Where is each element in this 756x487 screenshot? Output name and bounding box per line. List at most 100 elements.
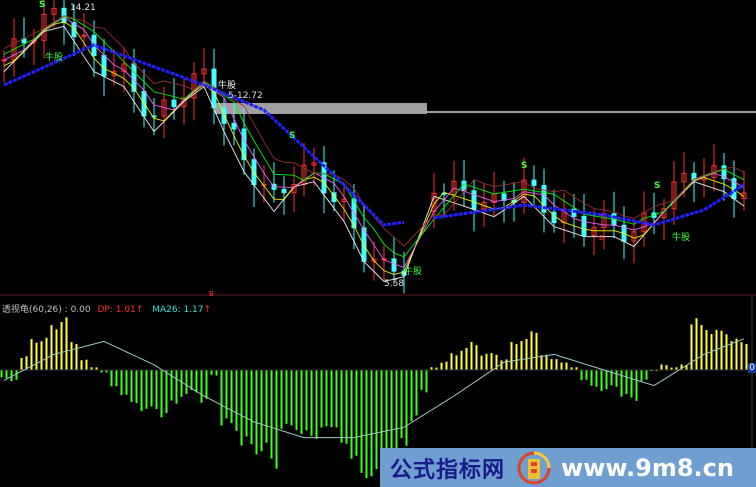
- histogram-bar: [285, 370, 288, 424]
- histogram-bar: [245, 370, 248, 437]
- histogram-bar: [380, 370, 383, 471]
- histogram-bar: [295, 370, 298, 430]
- histogram-bar: [670, 367, 673, 370]
- histogram-bar: [240, 370, 243, 446]
- histogram-bar: [700, 325, 703, 370]
- sell-mark: S: [39, 0, 46, 10]
- histogram-bar: [430, 367, 433, 370]
- buy-mark: B: [599, 234, 604, 242]
- histogram-bar: [695, 318, 698, 370]
- up-arrow-icon: ↑: [135, 305, 144, 315]
- candle-body: [201, 68, 207, 75]
- histogram-bar: [580, 370, 583, 381]
- histogram-bar: [495, 354, 498, 370]
- histogram-bar: [705, 330, 708, 370]
- histogram-bar: [110, 370, 113, 387]
- histogram-bar: [185, 370, 188, 394]
- zero-axis-tick: 0: [748, 363, 756, 373]
- candle-body: [171, 99, 177, 107]
- buy-label: 牛股: [45, 53, 64, 63]
- histogram-bar: [180, 370, 183, 397]
- histogram-bar: [660, 364, 663, 370]
- histogram-bar: [435, 367, 438, 370]
- indicator-name: 透视龟(60,26): [2, 305, 62, 315]
- indicator-header: 透视龟(60,26) : 0.00 DP: 1.01↑ MA26: 1.17↑: [2, 302, 211, 315]
- histogram-bar: [335, 370, 338, 428]
- histogram-bar: [520, 340, 523, 370]
- histogram-bar: [80, 360, 83, 370]
- ma26-line: [3, 338, 745, 439]
- histogram-bar: [230, 370, 233, 424]
- histogram-bar: [685, 365, 688, 370]
- watermark-banner: 公式指标网 www.9m8.cn: [380, 448, 756, 487]
- histogram-bar: [20, 357, 23, 370]
- histogram-bar: [10, 370, 13, 382]
- histogram-bar: [225, 370, 228, 419]
- histogram-bar: [210, 370, 213, 375]
- histogram-bar: [270, 370, 273, 459]
- histogram-bar: [85, 359, 88, 370]
- candle-body: [121, 63, 127, 73]
- candle-body: [471, 190, 477, 210]
- up-arrow-icon: ↑: [203, 305, 212, 315]
- histogram-bar: [640, 370, 643, 381]
- histogram-bar: [340, 370, 343, 443]
- candle-body: [191, 73, 197, 99]
- candle-body: [231, 122, 237, 130]
- candle-body: [311, 162, 317, 166]
- histogram-bar: [125, 370, 128, 395]
- histogram-bar: [310, 370, 313, 436]
- histogram-bar: [570, 367, 573, 370]
- histogram-bar: [395, 370, 398, 450]
- histogram-bar: [15, 370, 18, 380]
- histogram-bar: [505, 359, 508, 370]
- candle-body: [11, 38, 17, 61]
- ma-ribbon-line: [3, 15, 745, 258]
- histogram-bar: [160, 370, 163, 418]
- candle-body: [531, 179, 537, 186]
- histogram-bar: [405, 370, 408, 446]
- histogram-bar: [680, 364, 683, 370]
- sell-mark: S: [289, 131, 296, 141]
- histogram-bar: [475, 345, 478, 370]
- histogram-bar: [485, 353, 488, 370]
- histogram-bar: [470, 341, 473, 370]
- buy-label: 牛股: [404, 267, 423, 277]
- histogram-bar: [425, 370, 428, 393]
- histogram-bar: [140, 370, 143, 412]
- histogram-bar: [90, 367, 93, 370]
- mid-price-label: 5-12.72: [228, 91, 263, 101]
- candle-body: [1, 59, 7, 62]
- histogram-bar: [150, 370, 153, 407]
- histogram-bar: [0, 370, 3, 378]
- buy-label: 牛股: [672, 233, 691, 243]
- histogram-bar: [645, 370, 648, 380]
- histogram-bar: [280, 370, 283, 429]
- histogram-bar: [625, 370, 628, 394]
- ma-ribbon-line: [3, 16, 745, 269]
- histogram-bar: [330, 370, 333, 428]
- histogram-bar: [635, 370, 638, 401]
- price-pane[interactable]: [0, 0, 756, 296]
- buy-label: 牛股: [218, 81, 237, 91]
- resistance-band: [215, 103, 427, 114]
- candle-body: [581, 215, 587, 237]
- histogram-bar: [420, 370, 423, 390]
- histogram-bar: [605, 370, 608, 390]
- histogram-bar: [175, 370, 178, 404]
- histogram-bar: [115, 370, 118, 387]
- ma26-value: MA26: 1.17: [152, 305, 204, 315]
- indicator-pane[interactable]: [0, 296, 756, 487]
- candle-body: [591, 227, 597, 237]
- histogram-bar: [145, 370, 148, 409]
- histogram-bar: [40, 341, 43, 370]
- histogram-bar: [455, 355, 458, 370]
- histogram-bar: [165, 370, 168, 414]
- histogram-bar: [290, 370, 293, 426]
- candle-body: [281, 188, 287, 194]
- histogram-bar: [215, 370, 218, 376]
- candle-body: [481, 201, 487, 210]
- candle-body: [671, 181, 677, 210]
- histogram-bar: [415, 370, 418, 416]
- histogram-bar: [25, 356, 28, 370]
